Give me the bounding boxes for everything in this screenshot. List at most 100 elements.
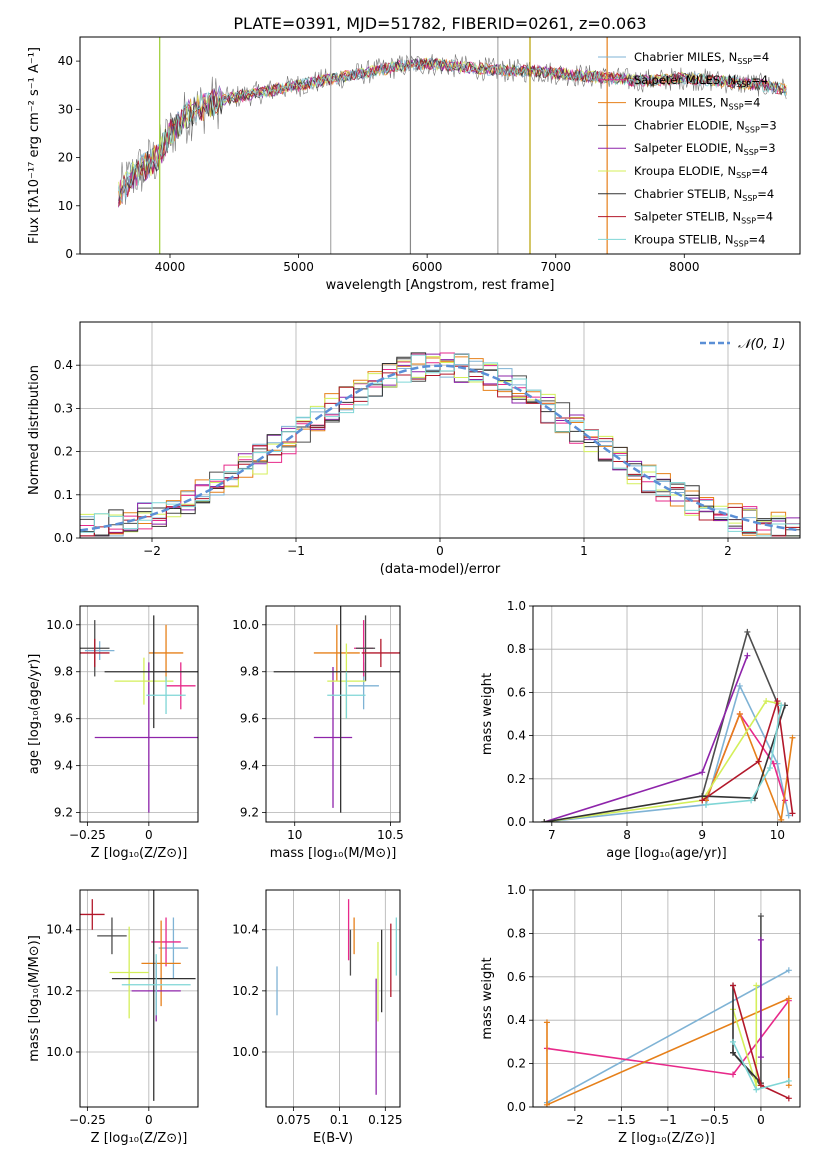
x-tick-label: 0	[145, 828, 153, 842]
y-tick-label: 0.0	[54, 531, 73, 545]
y-tick-label: 0.8	[507, 926, 526, 940]
y-tick-label: 10.2	[46, 984, 73, 998]
normal-reference-curve	[80, 364, 800, 532]
x-tick-label: −2	[143, 544, 161, 558]
legend-label: Chabrier ELODIE, NSSP=3	[634, 118, 777, 134]
x-tick-label: −0.25	[69, 1113, 106, 1127]
plot-area	[541, 628, 796, 822]
x-tick-label: 0.1	[330, 1113, 349, 1127]
histogram-series	[80, 365, 800, 537]
y-tick-label: 0.2	[507, 772, 526, 786]
x-tick-label: 1	[580, 544, 588, 558]
series-marker	[785, 967, 792, 974]
x-tick-label: 8	[623, 828, 631, 842]
y-tick-label: 0.4	[507, 729, 526, 743]
y-axis-label: mass weight	[480, 673, 495, 755]
y-tick-label: 0.3	[54, 401, 73, 415]
series-marker	[778, 702, 785, 709]
chart-mass-vs-EBV: 0.075 0.1 0.125 10.0 10.2 10.4 E(B-V)	[232, 889, 402, 1146]
y-tick-label: 0.4	[54, 358, 73, 372]
legend: Chabrier MILES, NSSP=4 Salpeter MILES, NS…	[598, 50, 777, 248]
y-tick-label: 0.8	[507, 642, 526, 656]
series-marker	[757, 1082, 764, 1089]
y-axis-label: mass [log₁₀(M/M⊙)]	[27, 935, 42, 1062]
chart-mass-weight-vs-Z: −2 −1.5 −1 −0.5 0 0.0 0.2 0.4 0.6 0.8 1.0 Z [log₁₀(…	[480, 883, 801, 1146]
series-marker	[763, 698, 770, 705]
histogram-series	[80, 353, 800, 537]
axes-frame	[79, 605, 199, 823]
series-marker	[730, 1049, 737, 1056]
axes-frame	[265, 605, 401, 823]
legend-label: Salpeter ELODIE, NSSP=3	[634, 141, 776, 157]
plot-area	[273, 606, 400, 813]
axes-frame	[265, 889, 401, 1108]
y-tick-label: 0.6	[507, 970, 526, 984]
legend: 𝒩(0, 1)	[700, 337, 785, 352]
series-marker	[766, 765, 773, 771]
axes-frame	[79, 321, 801, 539]
plot-area	[276, 899, 397, 1095]
series-marker	[744, 652, 751, 659]
series-line	[705, 705, 782, 806]
series-line	[546, 997, 790, 1107]
x-tick-label: 0.125	[368, 1113, 402, 1127]
series-marker	[744, 628, 751, 635]
x-axis-label: Z [log₁₀(Z/Z⊙)]	[618, 1131, 715, 1146]
x-tick-label: −2	[566, 1113, 584, 1127]
series-marker	[730, 982, 737, 989]
y-tick-label: 40	[58, 54, 73, 68]
series-marker	[757, 1054, 764, 1061]
axes-frame	[79, 36, 801, 255]
series-marker	[543, 1019, 550, 1026]
y-tick-label: 9.4	[240, 759, 259, 773]
y-tick-label: 0	[65, 247, 73, 261]
x-tick-label: 0.075	[276, 1113, 310, 1127]
axes-frame	[532, 605, 801, 823]
spectrum-model-line	[118, 57, 787, 204]
y-tick-label: 0.6	[507, 685, 526, 699]
y-tick-label: 9.2	[54, 806, 73, 820]
plot-area	[543, 913, 792, 1107]
series-line	[544, 700, 778, 822]
series-marker	[774, 698, 781, 705]
spectrum-model-line	[118, 58, 787, 207]
series-marker	[781, 797, 788, 804]
chart-mass-weight-vs-age: 7 8 9 10 0.0 0.2 0.4 0.6 0.8 1.0 age [log₁₀(age/yr…	[480, 599, 801, 861]
figure-title: PLATE=0391, MJD=51782, FIBERID=0261, z=0…	[233, 14, 646, 33]
series-marker	[757, 913, 764, 920]
x-axis-label: mass [log₁₀(M/M⊙)]	[270, 846, 397, 861]
y-tick-label: 1.0	[507, 599, 526, 613]
y-tick-label: 9.6	[240, 712, 259, 726]
series-line	[544, 705, 786, 822]
y-tick-label: 10.0	[232, 1045, 259, 1059]
y-tick-label: 0.2	[507, 1057, 526, 1071]
x-tick-label: −1	[287, 544, 305, 558]
chart-spectrum: 4000 5000 6000 7000 8000 0 10 20 30 40 wavelength …	[27, 36, 801, 293]
y-tick-label: 0.0	[507, 815, 526, 829]
chart-age-vs-Z: −0.25 0 9.2 9.4 9.6 9.8 10.0 Z [log₁₀(Z/Z⊙)] age…	[27, 605, 199, 861]
x-axis-label: wavelength [Angstrom, rest frame]	[326, 278, 555, 293]
y-axis-label: Flux [fλ10⁻¹⁷ erg cm⁻² s⁻¹ A⁻¹]	[27, 47, 42, 244]
chart-residual-distribution: −2 −1 0 1 2 0.0 0.1 0.2 0.3 0.4 (data-model)/error…	[27, 321, 801, 577]
axes-frame	[79, 889, 199, 1108]
plot-area	[80, 352, 800, 537]
x-tick-label: −0.5	[700, 1113, 729, 1127]
series-marker	[785, 1077, 792, 1084]
series-marker	[789, 810, 796, 817]
y-tick-label: 10.4	[232, 923, 259, 937]
y-tick-label: 0.4	[507, 1013, 526, 1027]
x-axis-label: Z [log₁₀(Z/Z⊙)]	[91, 846, 188, 861]
series-marker	[755, 758, 762, 765]
series-marker	[753, 1086, 760, 1093]
series-marker	[785, 995, 792, 1002]
series-marker	[789, 734, 796, 741]
x-tick-label: −0.25	[69, 828, 106, 842]
series-marker	[699, 797, 706, 804]
y-tick-label: 0.0	[507, 1100, 526, 1114]
series-marker	[753, 982, 760, 989]
y-tick-label: 30	[58, 102, 73, 116]
x-axis-label: (data-model)/error	[380, 562, 501, 577]
x-tick-label: 10	[770, 828, 785, 842]
y-tick-label: 10.0	[232, 618, 259, 632]
